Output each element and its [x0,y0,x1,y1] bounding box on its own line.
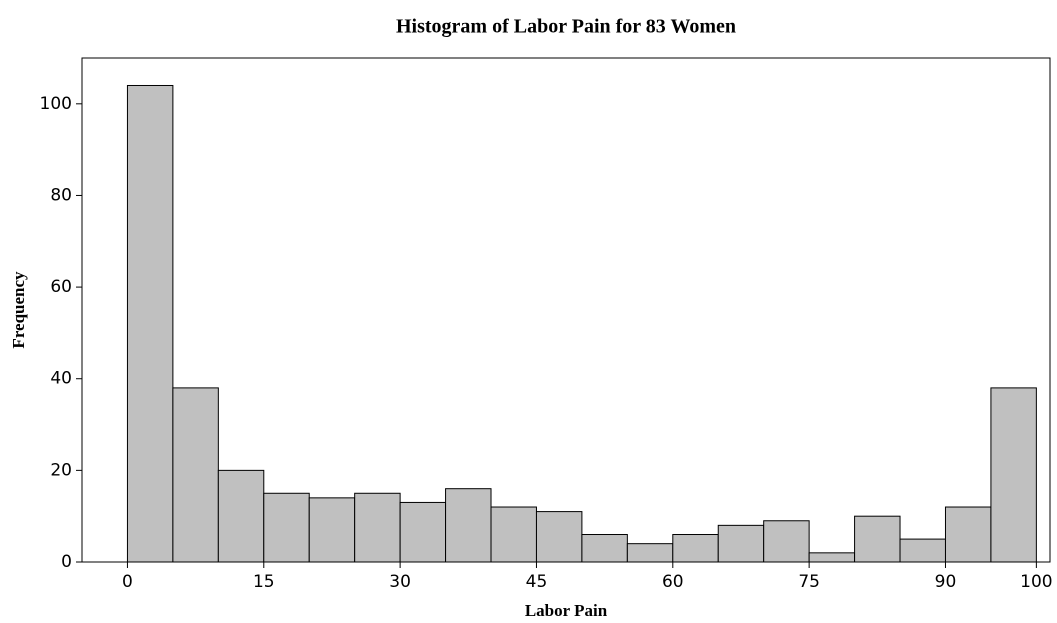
x-axis-label: Labor Pain [525,601,608,620]
bar [808,552,856,563]
y-tick-label: 0 [61,552,72,572]
x-tick-label: 60 [662,572,684,592]
x-tick-label: 30 [389,572,411,592]
y-tick-label: 60 [50,277,72,297]
bar [944,506,992,563]
bar [717,524,765,563]
bar [535,511,583,563]
y-tick-label: 100 [40,94,72,114]
y-tick-label: 80 [50,185,72,205]
x-tick-label: 0 [122,572,133,592]
x-tick-label: 15 [253,572,275,592]
bar [399,501,447,563]
bar [763,520,810,563]
bar [172,387,219,563]
bar [626,543,674,563]
y-tick-label: 20 [50,460,72,480]
bar [308,497,356,563]
chart-title: Histogram of Labor Pain for 83 Women [396,16,736,38]
x-tick-label: 45 [526,572,548,592]
bar [581,534,628,563]
plot-frame [81,57,1051,563]
bar [990,387,1037,563]
bar [445,488,492,563]
bar [899,538,946,563]
bar [672,534,719,563]
x-tick-label: 90 [935,572,957,592]
x-tick-label: 100 [1020,572,1052,592]
bar [217,469,265,563]
bar [126,84,174,563]
y-axis-label: Frequency [9,271,28,349]
y-tick-label: 40 [50,369,72,389]
x-tick-label: 75 [798,572,820,592]
bar [490,506,537,563]
bar [854,515,901,563]
bar [354,492,401,563]
bar [263,492,310,563]
